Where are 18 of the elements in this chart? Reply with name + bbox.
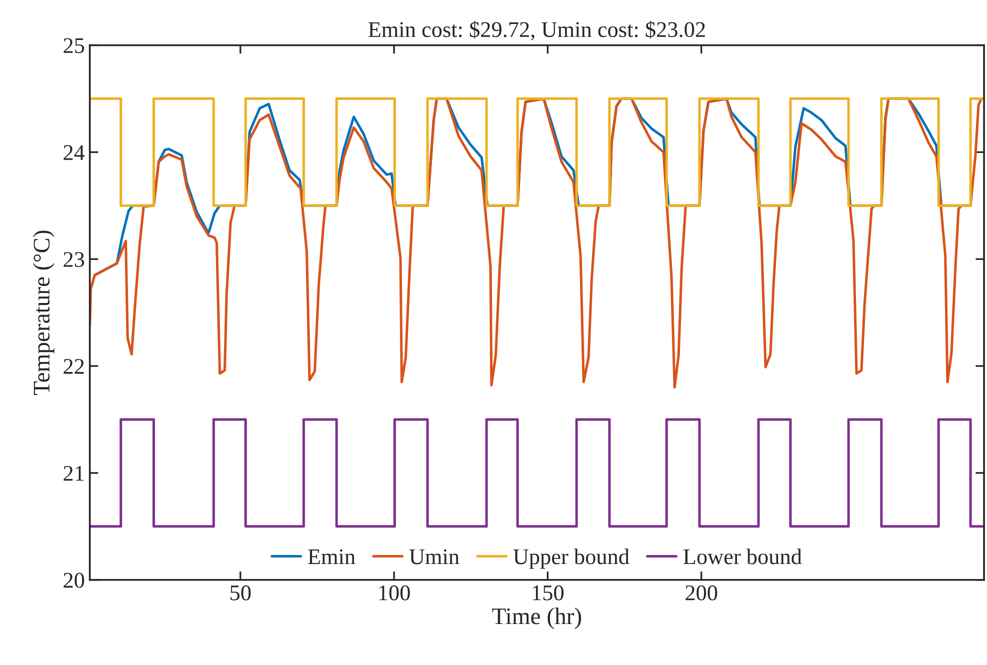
x-tick-label: 50 [230,585,251,600]
legend-label: Umin [409,549,460,564]
y-tick-label: 25 [64,38,84,54]
legend-label: Emin [308,549,356,564]
y-tick-label: 22 [64,359,84,374]
x-tick-label: 150 [532,585,564,600]
chart-title: Emin cost: $29.72, Umin cost: $23.02 [368,20,705,40]
x-tick-label: 100 [379,585,410,600]
y-tick-label: 20 [64,572,84,588]
y-tick-label: 23 [64,252,84,268]
legend-label: Upper bound [513,548,630,569]
y-tick-label: 24 [64,145,85,160]
x-tick-label: 200 [686,585,718,600]
x-axis-title: Time (hr) [492,608,582,630]
y-axis-title: Temperature (°C) [32,230,54,396]
legend-label: Lower bound [683,548,802,564]
y-tick-label: 21 [64,466,84,481]
line-series [90,97,984,389]
